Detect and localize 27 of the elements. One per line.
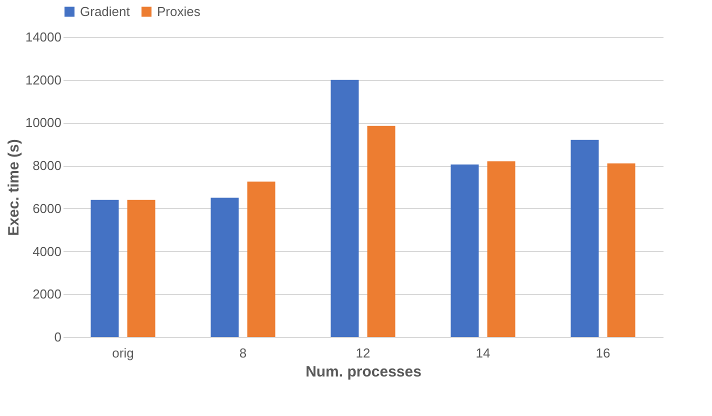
y-tick-label: 2000 bbox=[32, 286, 62, 302]
bar bbox=[487, 161, 516, 337]
bar bbox=[90, 200, 119, 337]
legend-label: Proxies bbox=[157, 4, 201, 19]
legend-label: Gradient bbox=[80, 4, 130, 19]
x-tick-label: 12 bbox=[356, 346, 370, 360]
y-axis-title: Exec. time (s) bbox=[5, 139, 22, 236]
bar bbox=[127, 200, 156, 337]
y-tick-label: 8000 bbox=[32, 158, 62, 174]
x-tick-label: 16 bbox=[596, 346, 610, 360]
y-tick-label: 6000 bbox=[32, 200, 62, 216]
bar bbox=[607, 163, 636, 337]
bar bbox=[247, 182, 276, 337]
bar bbox=[210, 198, 239, 337]
y-tick-label: 4000 bbox=[32, 244, 62, 259]
bar bbox=[367, 126, 396, 337]
bar bbox=[450, 164, 479, 337]
x-tick-label: 8 bbox=[239, 346, 247, 360]
y-tick-label: 12000 bbox=[25, 72, 62, 88]
y-tick-label: 14000 bbox=[25, 30, 62, 44]
x-tick-label: orig bbox=[112, 346, 134, 360]
x-tick-label: 14 bbox=[476, 346, 490, 360]
bar bbox=[330, 80, 359, 337]
y-tick-label: 0 bbox=[54, 330, 62, 344]
bar bbox=[570, 140, 599, 337]
x-axis-title: Num. processes bbox=[306, 364, 422, 380]
y-tick-label: 10000 bbox=[25, 115, 62, 130]
